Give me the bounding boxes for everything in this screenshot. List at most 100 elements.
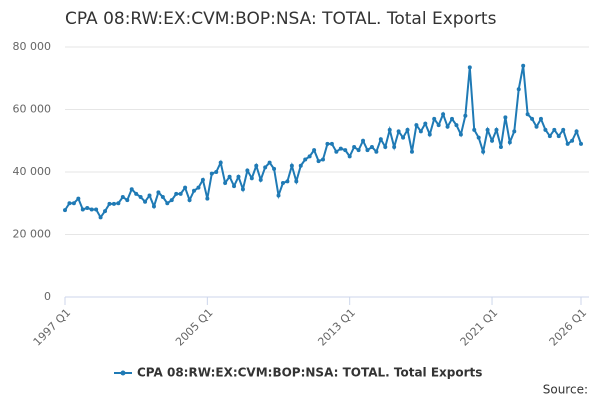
point bbox=[232, 184, 237, 189]
point bbox=[183, 185, 188, 190]
x-tick-label: 2021 Q1 bbox=[458, 306, 501, 349]
point bbox=[200, 177, 205, 182]
x-tick-label: 2005 Q1 bbox=[173, 306, 216, 349]
point bbox=[307, 154, 312, 159]
point bbox=[538, 116, 543, 121]
point bbox=[258, 177, 263, 182]
point bbox=[405, 127, 410, 132]
point bbox=[165, 201, 170, 206]
point bbox=[272, 166, 277, 171]
point bbox=[418, 129, 423, 134]
point bbox=[556, 134, 561, 139]
point bbox=[498, 145, 503, 149]
point bbox=[80, 207, 85, 212]
x-tick-label: 2013 Q1 bbox=[315, 306, 358, 349]
point bbox=[329, 141, 334, 146]
point bbox=[116, 201, 121, 206]
point bbox=[151, 204, 156, 209]
point bbox=[134, 191, 139, 196]
point bbox=[94, 207, 99, 212]
legend-label: CPA 08:RW:EX:CVM:BOP:NSA: TOTAL. Total E… bbox=[137, 366, 482, 380]
point bbox=[285, 179, 290, 184]
series-line bbox=[64, 65, 582, 220]
point bbox=[579, 141, 583, 146]
point bbox=[223, 180, 228, 185]
point bbox=[534, 124, 539, 129]
point bbox=[414, 123, 419, 128]
point bbox=[103, 209, 108, 214]
point bbox=[521, 63, 526, 68]
point bbox=[392, 145, 397, 149]
point bbox=[111, 201, 116, 206]
point bbox=[343, 148, 348, 153]
point bbox=[547, 134, 552, 139]
point bbox=[240, 187, 245, 192]
point bbox=[445, 124, 450, 129]
point bbox=[561, 127, 566, 132]
point bbox=[67, 201, 72, 206]
point bbox=[214, 170, 219, 174]
point bbox=[289, 163, 294, 168]
point bbox=[63, 208, 67, 213]
point bbox=[98, 215, 103, 220]
point bbox=[156, 190, 161, 195]
y-tick-label: 40 000 bbox=[13, 165, 52, 178]
point bbox=[503, 115, 508, 120]
point bbox=[143, 199, 148, 204]
point bbox=[107, 201, 112, 206]
point bbox=[450, 116, 454, 121]
point bbox=[441, 112, 446, 117]
point bbox=[454, 123, 459, 128]
point bbox=[71, 201, 76, 206]
point bbox=[401, 135, 406, 140]
point bbox=[543, 127, 548, 132]
point bbox=[160, 195, 165, 199]
point bbox=[481, 149, 486, 154]
point bbox=[89, 207, 94, 212]
point bbox=[396, 129, 401, 134]
point bbox=[209, 171, 214, 176]
point bbox=[409, 149, 414, 154]
x-tick-label: 1997 Q1 bbox=[31, 306, 74, 349]
point bbox=[298, 163, 303, 168]
y-tick-label: 60 000 bbox=[13, 103, 52, 116]
point bbox=[85, 205, 90, 210]
point bbox=[192, 188, 196, 193]
point bbox=[276, 193, 281, 198]
point bbox=[472, 127, 477, 132]
point bbox=[218, 160, 223, 165]
point bbox=[485, 127, 490, 132]
point bbox=[525, 112, 530, 117]
point bbox=[187, 198, 192, 203]
point bbox=[196, 185, 201, 190]
point bbox=[236, 174, 241, 179]
point bbox=[361, 138, 366, 143]
point bbox=[530, 116, 535, 121]
point bbox=[338, 146, 343, 151]
point bbox=[436, 123, 441, 128]
point bbox=[458, 132, 463, 137]
y-tick-label: 80 000 bbox=[13, 40, 52, 53]
point bbox=[129, 187, 134, 192]
point bbox=[378, 137, 383, 142]
point bbox=[356, 148, 361, 153]
x-tick-label: 2026 Q1 bbox=[547, 306, 590, 349]
point bbox=[303, 157, 308, 162]
chart-title: CPA 08:RW:EX:CVM:BOP:NSA: TOTAL. Total E… bbox=[65, 9, 497, 29]
legend-marker bbox=[120, 370, 126, 376]
point bbox=[494, 127, 499, 132]
point bbox=[463, 113, 468, 118]
point bbox=[565, 141, 570, 146]
point bbox=[138, 195, 143, 199]
point bbox=[427, 132, 432, 137]
point bbox=[374, 149, 379, 154]
point bbox=[369, 145, 374, 149]
point bbox=[387, 127, 392, 132]
point bbox=[507, 140, 512, 145]
point bbox=[476, 135, 481, 140]
point bbox=[432, 116, 437, 121]
source: Source: bbox=[543, 383, 588, 397]
point bbox=[321, 157, 325, 162]
y-tick-label: 20 000 bbox=[13, 228, 52, 241]
point bbox=[169, 198, 174, 203]
